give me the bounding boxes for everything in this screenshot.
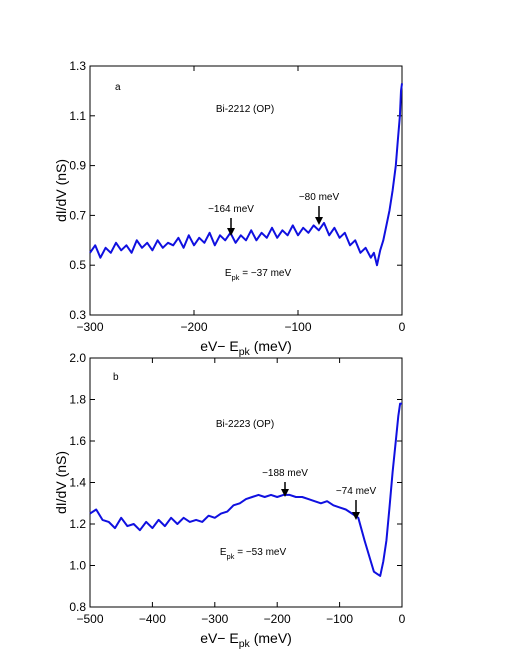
x-tick-label: −400 — [139, 612, 166, 626]
arrow-head — [227, 228, 235, 236]
plot-frame — [89, 65, 403, 316]
x-tick-label: −300 — [76, 320, 103, 334]
text-part: (meV) — [250, 338, 292, 354]
y-axis-label: dI/dV (nS) — [53, 451, 69, 514]
x-tick-label: 0 — [399, 320, 406, 334]
panel: −500 −400 −300 −200 −100 0 0.8 1.0 1.2 1.4 1.6 1.8 2… — [53, 351, 406, 650]
data-line — [89, 83, 403, 267]
arrow-head — [315, 217, 323, 225]
y-tick-label: 0.5 — [69, 258, 86, 272]
y-tick-label: 1.6 — [69, 434, 86, 448]
x-tick-label: −500 — [76, 612, 103, 626]
annotation: −164 meV — [208, 204, 254, 215]
y-tick-label: 0.8 — [69, 600, 86, 614]
arrow-head — [352, 512, 360, 520]
panel-label: b — [113, 372, 119, 383]
text-part: eV− E — [200, 338, 239, 354]
x-axis-label: eV− Epk (meV) — [200, 338, 292, 358]
subscript: pk — [239, 346, 251, 358]
panel-title: Bi-2223 (OP) — [216, 419, 274, 430]
epk-annotation: Epk = −37 meV — [225, 268, 292, 282]
annotation: −80 meV — [299, 192, 340, 203]
y-tick-label: 0.7 — [69, 208, 86, 222]
x-tick-label: −100 — [284, 320, 311, 334]
x-tick-label: −300 — [201, 612, 228, 626]
y-tick-label: 1.1 — [69, 109, 86, 123]
text-part: = −53 meV — [234, 547, 286, 558]
panel-title: Bi-2212 (OP) — [216, 104, 274, 115]
text-part: E — [225, 268, 232, 279]
x-axis-label: eV− Epk (meV) — [200, 630, 292, 650]
x-tick-label: −100 — [326, 612, 353, 626]
y-tick-label: 1.3 — [69, 59, 86, 73]
subscript: pk — [227, 552, 235, 561]
arrow-head — [281, 489, 289, 497]
y-tick-label: 0.3 — [69, 308, 86, 322]
x-tick-label: 0 — [399, 612, 406, 626]
y-tick-label: 1.2 — [69, 517, 86, 531]
y-tick-label: 1.0 — [69, 559, 86, 573]
epk-annotation: Epk = −53 meV — [220, 547, 287, 561]
plot-frame — [89, 357, 403, 608]
text-part: E — [220, 547, 227, 558]
subscript: pk — [239, 638, 251, 650]
panel-label: a — [115, 82, 121, 93]
y-axis-label: dI/dV (nS) — [53, 159, 69, 222]
subscript: pk — [232, 273, 240, 282]
y-tick-label: 1.4 — [69, 476, 86, 490]
y-tick-label: 2.0 — [69, 351, 86, 365]
text-part: eV− E — [200, 630, 239, 646]
text-part: = −37 meV — [239, 268, 291, 279]
y-tick-label: 0.9 — [69, 159, 86, 173]
x-tick-label: −200 — [264, 612, 291, 626]
annotation: −74 meV — [336, 486, 377, 497]
panel: −300 −200 −100 0 0.3 0.5 0.7 0.9 1.1 1.3 a Bi-2212 … — [53, 59, 406, 358]
annotation: −188 meV — [262, 468, 308, 479]
y-tick-label: 1.8 — [69, 393, 86, 407]
x-tick-label: −200 — [180, 320, 207, 334]
data-line — [89, 402, 402, 577]
text-part: (meV) — [250, 630, 292, 646]
